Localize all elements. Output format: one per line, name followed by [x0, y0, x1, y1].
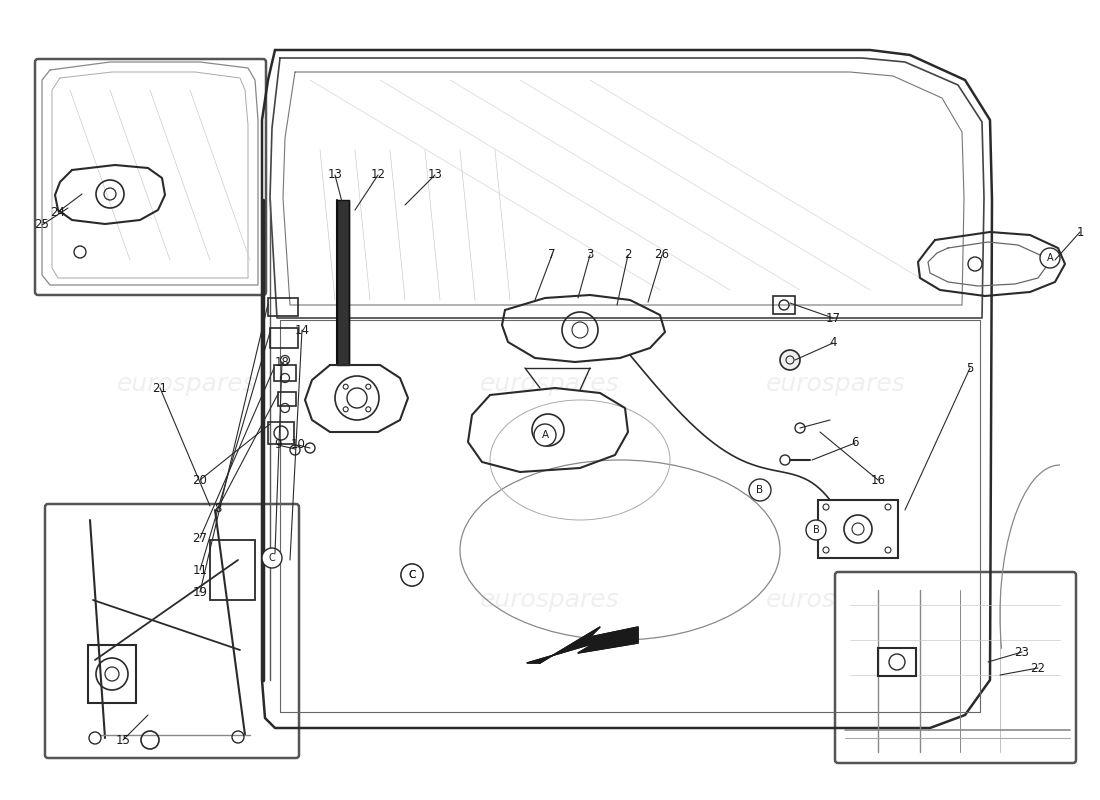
Circle shape	[806, 520, 826, 540]
Text: 7: 7	[548, 249, 556, 262]
Bar	[268, 422, 294, 444]
Text: 5: 5	[966, 362, 974, 374]
Text: 14: 14	[295, 323, 309, 337]
Circle shape	[749, 479, 771, 501]
Text: 19: 19	[192, 586, 208, 598]
FancyBboxPatch shape	[35, 59, 266, 295]
Text: 3: 3	[586, 249, 594, 262]
Text: 12: 12	[371, 169, 385, 182]
Text: 17: 17	[825, 311, 840, 325]
Text: 26: 26	[654, 249, 670, 262]
Text: 13: 13	[428, 169, 442, 182]
Circle shape	[402, 564, 424, 586]
Bar	[274, 365, 296, 381]
Text: A: A	[541, 430, 549, 440]
Polygon shape	[527, 627, 638, 663]
Bar	[878, 648, 916, 676]
Text: 4: 4	[829, 337, 837, 350]
Text: 21: 21	[153, 382, 167, 394]
Circle shape	[780, 350, 800, 370]
Text: 13: 13	[328, 169, 342, 182]
Text: C: C	[408, 570, 416, 580]
Text: 10: 10	[290, 438, 306, 451]
Bar	[773, 296, 795, 314]
Text: eurospares: eurospares	[481, 372, 619, 396]
Bar	[270, 328, 298, 348]
Circle shape	[534, 424, 556, 446]
Text: 11: 11	[192, 563, 208, 577]
Text: 23: 23	[1014, 646, 1030, 658]
FancyBboxPatch shape	[45, 504, 299, 758]
Text: B: B	[813, 525, 820, 535]
Text: 20: 20	[192, 474, 208, 486]
Bar	[337, 200, 349, 365]
Text: 27: 27	[192, 531, 208, 545]
Bar	[268, 298, 298, 316]
Circle shape	[1040, 248, 1060, 268]
Text: eurospares: eurospares	[767, 588, 905, 612]
Text: eurospares: eurospares	[481, 588, 619, 612]
Text: 8: 8	[214, 502, 222, 514]
Bar	[210, 540, 255, 600]
Text: 16: 16	[870, 474, 886, 486]
Text: 9: 9	[274, 438, 282, 451]
Circle shape	[402, 564, 424, 586]
Text: C: C	[408, 570, 416, 580]
Bar	[818, 500, 898, 558]
Text: C: C	[268, 553, 275, 563]
Bar	[88, 645, 136, 703]
Bar	[278, 392, 296, 406]
Text: 18: 18	[275, 355, 289, 369]
Text: eurospares: eurospares	[118, 588, 256, 612]
Circle shape	[262, 548, 282, 568]
Text: eurospares: eurospares	[767, 372, 905, 396]
FancyBboxPatch shape	[835, 572, 1076, 763]
Text: 15: 15	[116, 734, 131, 746]
Text: 24: 24	[51, 206, 66, 218]
Text: 2: 2	[625, 249, 631, 262]
Text: 1: 1	[1076, 226, 1084, 238]
Text: eurospares: eurospares	[118, 372, 256, 396]
Text: A: A	[1047, 253, 1054, 263]
Text: 6: 6	[851, 437, 859, 450]
Text: B: B	[757, 485, 763, 495]
Text: 25: 25	[34, 218, 50, 231]
Text: 22: 22	[1031, 662, 1045, 674]
